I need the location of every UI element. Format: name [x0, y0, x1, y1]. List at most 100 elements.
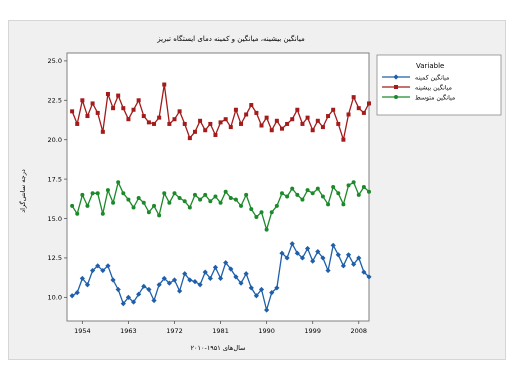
x-tick-label: 1981 — [212, 327, 229, 335]
data-point — [110, 277, 116, 283]
data-point — [279, 250, 285, 256]
y-tick-label: 20.0 — [48, 136, 62, 144]
data-point — [177, 109, 182, 114]
x-axis-label: سال‌های ۱۹۵۱-۲۰۱۰ — [190, 344, 245, 352]
legend-items: میانگین کمینه میانگین بیشینه میانگین متوسط — [382, 73, 455, 101]
data-point — [254, 110, 259, 115]
data-point — [253, 293, 259, 299]
data-point — [105, 91, 110, 96]
data-point — [218, 200, 223, 205]
data-point — [315, 249, 321, 255]
legend-item: میانگین کمینه — [382, 73, 449, 81]
data-point — [320, 255, 326, 261]
data-point — [116, 180, 121, 185]
data-point — [166, 280, 172, 286]
data-point — [167, 121, 172, 126]
data-point — [187, 136, 192, 141]
data-point — [361, 110, 366, 115]
data-point — [269, 128, 274, 133]
data-point — [157, 213, 162, 218]
line-chart: میانگین بیشینه، میانگین و کمینه دمای ایس… — [19, 34, 502, 352]
data-point — [356, 106, 361, 111]
y-axis-label: درجه سانتی‌گراد — [19, 169, 27, 213]
data-point — [351, 180, 356, 185]
x-tick-label: 1972 — [166, 327, 183, 335]
data-point — [187, 277, 193, 283]
data-point — [218, 120, 223, 125]
data-point — [249, 207, 254, 212]
data-point — [172, 191, 177, 196]
legend-swatch-marker — [394, 85, 398, 89]
data-point — [346, 112, 351, 117]
data-point — [70, 109, 75, 114]
data-point — [243, 271, 249, 277]
data-point — [336, 121, 341, 126]
data-point — [80, 192, 85, 197]
data-point — [284, 255, 290, 261]
data-point — [74, 290, 80, 296]
data-point — [90, 191, 95, 196]
data-point — [259, 210, 264, 215]
data-point — [213, 132, 218, 137]
data-point — [330, 242, 336, 248]
axes: 1954 1963 1972 1981 1990 1999 2008 25.0 22.5 20.0… — [48, 57, 368, 335]
data-point — [244, 112, 249, 117]
data-point — [146, 210, 151, 215]
data-point — [182, 271, 188, 277]
data-point — [295, 192, 300, 197]
y-tick-label: 15.0 — [48, 215, 62, 223]
data-point — [192, 278, 198, 285]
data-point — [233, 107, 238, 112]
data-point — [203, 128, 208, 133]
data-point — [361, 185, 366, 189]
data-point — [125, 294, 132, 300]
y-tick-label: 10.0 — [48, 294, 62, 302]
data-point — [228, 125, 233, 130]
series-1 — [70, 82, 371, 142]
data-point — [356, 255, 362, 261]
data-point — [100, 129, 105, 134]
data-point — [70, 203, 75, 208]
data-point — [85, 114, 90, 119]
data-point — [131, 205, 136, 210]
data-point — [131, 107, 136, 112]
data-point — [305, 188, 310, 193]
data-point — [85, 203, 90, 208]
data-point — [146, 286, 152, 293]
data-point — [258, 286, 265, 293]
data-point — [367, 189, 371, 194]
data-point — [259, 123, 264, 128]
data-point — [279, 191, 284, 196]
data-point — [95, 110, 100, 115]
data-point — [299, 255, 306, 261]
data-point — [238, 280, 244, 286]
data-point — [100, 211, 105, 216]
y-tick-label: 12.5 — [48, 254, 62, 262]
data-point — [274, 285, 280, 291]
data-point — [187, 205, 192, 210]
data-point — [223, 260, 229, 266]
y-tick-label: 25.0 — [48, 57, 62, 65]
data-point — [264, 227, 269, 232]
data-point — [239, 203, 244, 208]
x-tick-label: 1999 — [304, 327, 321, 335]
data-point — [269, 210, 274, 215]
legend-label: میانگین بیشینه — [415, 83, 452, 91]
data-point — [136, 196, 141, 201]
data-point — [285, 121, 290, 126]
data-point — [167, 200, 172, 205]
x-tick-label: 1954 — [74, 327, 91, 335]
data-point — [162, 82, 167, 87]
data-point — [192, 129, 197, 134]
data-point — [326, 114, 331, 119]
data-point — [141, 200, 146, 205]
data-point — [171, 277, 178, 283]
data-point — [126, 197, 131, 202]
data-point — [213, 194, 218, 199]
data-point — [126, 117, 131, 122]
data-point — [274, 203, 279, 208]
x-tick-label: 1963 — [120, 327, 137, 335]
legend-title: Variable — [416, 62, 444, 70]
data-point — [95, 191, 100, 196]
data-point — [121, 106, 126, 111]
